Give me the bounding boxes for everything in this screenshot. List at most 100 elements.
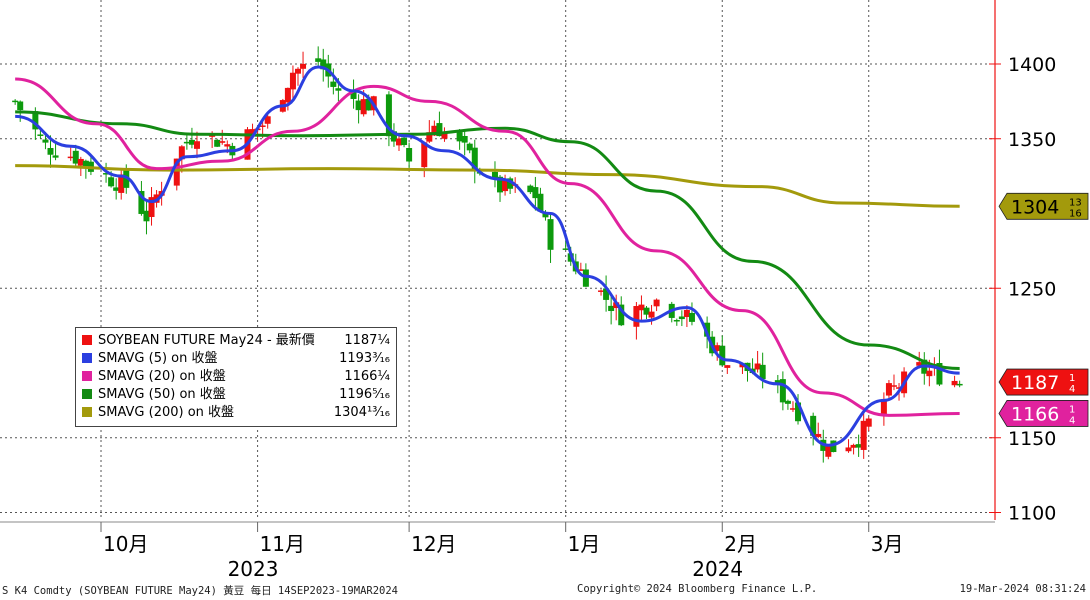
- price-flag-value: 1304: [1011, 196, 1059, 218]
- legend-label: SMAVG (5) on 收盤: [98, 351, 218, 366]
- legend-swatch: [82, 371, 92, 381]
- candlestick: [608, 294, 615, 325]
- candle-body: [355, 100, 362, 111]
- x-tick-label: 10月: [103, 532, 148, 556]
- footer-copyright: Copyright© 2024 Bloomberg Finance L.P.: [577, 583, 818, 595]
- candlestick: [789, 401, 796, 412]
- candlestick: [441, 127, 448, 142]
- candle-body: [653, 299, 660, 307]
- candle-body: [582, 269, 589, 287]
- x-tick-label: 11月: [260, 532, 305, 556]
- candle-body: [532, 187, 539, 199]
- candle-body: [82, 160, 89, 167]
- candle-body: [547, 219, 554, 250]
- candlestick: [47, 135, 54, 168]
- candle-body: [173, 158, 180, 186]
- candle-body: [815, 433, 822, 437]
- price-flag: 1187 14: [998, 368, 1089, 396]
- legend-label: SOYBEAN FUTURE May24 - 最新價: [98, 333, 315, 348]
- legend-value: 1193³⁄₁₆: [339, 351, 390, 366]
- price-flag: 1166 14: [998, 400, 1089, 427]
- candlestick: [845, 439, 852, 453]
- price-flag-bg: [998, 368, 1089, 396]
- candle-body: [249, 129, 256, 135]
- candle-body: [603, 288, 610, 300]
- candle-body: [17, 101, 24, 111]
- candle-body: [37, 134, 44, 136]
- candlestick: [406, 142, 413, 169]
- candle-body: [123, 170, 130, 188]
- candle-body: [926, 370, 933, 377]
- candlestick: [830, 440, 837, 453]
- candle-body: [633, 306, 640, 327]
- candle-body: [108, 177, 115, 187]
- price-flag-value: 1187: [1011, 372, 1059, 394]
- legend-swatch: [82, 407, 92, 417]
- candlestick: [562, 241, 569, 250]
- candle-body: [396, 138, 403, 146]
- candle-body: [289, 72, 296, 90]
- candlestick: [396, 133, 403, 152]
- candle-body: [421, 142, 428, 168]
- y-tick-label: 1400: [1008, 54, 1056, 76]
- x-tick-label: 1月: [568, 532, 601, 556]
- candle-body: [32, 111, 39, 130]
- chart-legend: SOYBEAN FUTURE May24 - 最新價 1187¼ SMAVG (…: [75, 327, 397, 427]
- y-tick-label: 1100: [1008, 503, 1056, 525]
- candle-body: [72, 150, 79, 164]
- candle-body: [648, 311, 655, 318]
- candlestick: [219, 129, 226, 145]
- legend-value: 1304¹³⁄₁₆: [333, 405, 390, 420]
- candlestick: [537, 187, 544, 213]
- x-tick-label: 12月: [411, 532, 456, 556]
- candlestick: [385, 91, 392, 147]
- y-axis: 1100 1150 1250 1350 1400: [989, 0, 1056, 525]
- candle-body: [138, 191, 145, 214]
- candle-body: [330, 81, 337, 87]
- candlestick: [890, 374, 897, 391]
- candlestick: [72, 144, 79, 167]
- x-axis: 10月 11月 12月 1月 2月 3月 2023 2024: [0, 521, 995, 581]
- candle-body: [103, 173, 110, 175]
- candle-body: [178, 146, 185, 160]
- candlestick: [795, 394, 802, 425]
- candle-body: [678, 316, 685, 320]
- candle-body: [441, 131, 448, 139]
- candle-body: [143, 210, 150, 222]
- y-tick-label: 1150: [1008, 428, 1056, 450]
- legend-label: SMAVG (200) on 收盤: [98, 405, 235, 420]
- year-label: 2023: [228, 557, 279, 581]
- candlestick: [653, 298, 660, 312]
- candle-body: [193, 141, 200, 149]
- candle-body: [118, 174, 125, 193]
- candlestick: [12, 99, 19, 105]
- candlestick: [673, 318, 680, 326]
- year-label: 2024: [692, 557, 743, 581]
- legend-value: 1196⁵⁄₁₆: [339, 387, 390, 402]
- candle-body: [936, 363, 943, 385]
- candlestick: [880, 392, 887, 426]
- candlestick: [401, 136, 408, 148]
- moving-average-lines: [15, 65, 960, 447]
- candle-body: [264, 116, 271, 124]
- candle-body: [406, 148, 413, 162]
- candlestick: [784, 399, 791, 410]
- candlestick: [577, 262, 584, 271]
- candle-body: [810, 415, 817, 436]
- candle-body: [214, 139, 221, 147]
- candlestick: [320, 48, 327, 82]
- candle-body: [577, 269, 584, 271]
- candle-body: [916, 362, 923, 366]
- candle-body: [360, 99, 367, 115]
- candlestick: [688, 302, 695, 326]
- candlestick: [779, 371, 786, 411]
- x-tick-label: 2月: [724, 532, 757, 556]
- candle-body: [638, 304, 645, 311]
- candle-body: [42, 139, 49, 143]
- candlestick: [507, 176, 514, 195]
- candle-body: [12, 100, 19, 103]
- price-flag-frac-den: 16: [1069, 208, 1082, 219]
- candlestick: [855, 434, 862, 457]
- candle-body: [497, 176, 504, 193]
